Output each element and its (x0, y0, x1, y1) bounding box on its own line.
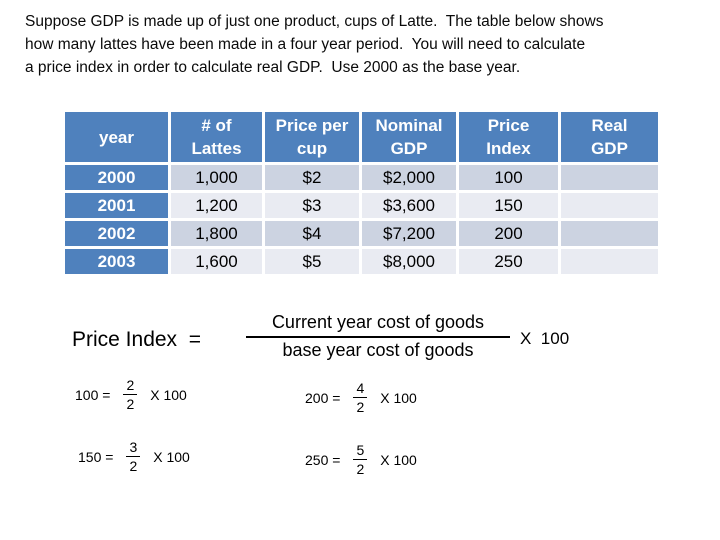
lattes-cell: 1,800 (171, 221, 262, 246)
lattes-cell: 1,200 (171, 193, 262, 218)
nominal-gdp-cell: $7,200 (362, 221, 456, 246)
col-header-price-per-cup: Price per cup (265, 112, 359, 162)
equation-times-100: X 100 (153, 448, 190, 465)
real-gdp-cell (561, 221, 658, 246)
equation-denominator: 2 (356, 399, 365, 415)
col-header-lattes: # of Lattes (171, 112, 262, 162)
equation-result: 200 = (305, 389, 341, 406)
equation-fraction: 3 2 (126, 440, 141, 474)
equation-numerator: 3 (126, 440, 141, 457)
lattes-cell: 1,000 (171, 165, 262, 190)
nominal-gdp-cell: $3,600 (362, 193, 456, 218)
year-cell: 2002 (65, 221, 168, 246)
price-cell: $5 (265, 249, 359, 274)
price-index-cell: 250 (459, 249, 558, 274)
year-cell: 2000 (65, 165, 168, 190)
equation-fraction: 2 2 (123, 378, 138, 412)
price-index-cell: 200 (459, 221, 558, 246)
real-gdp-cell (561, 249, 658, 274)
col-header-year: year (65, 112, 168, 162)
year-cell: 2003 (65, 249, 168, 274)
equation-result: 100 = (75, 386, 111, 403)
col-header-real-gdp: Real GDP (561, 112, 658, 162)
equation-price-index-150: 150 = 3 2 X 100 (78, 440, 190, 473)
gdp-table: year # of Lattes Price per cup Nominal G… (62, 109, 661, 277)
nominal-gdp-cell: $2,000 (362, 165, 456, 190)
equation-fraction: 5 2 (353, 443, 368, 477)
formula-denominator: base year cost of goods (282, 340, 474, 360)
equation-denominator: 2 (356, 461, 365, 477)
table-row-2003: 2003 1,600 $5 $8,000 250 (65, 249, 658, 274)
equation-result: 150 = (78, 448, 114, 465)
formula-lhs: Price Index = (72, 328, 201, 351)
equation-fraction: 4 2 (353, 381, 368, 415)
equation-times-100: X 100 (380, 451, 417, 468)
intro-text: Suppose GDP is made up of just one produ… (25, 13, 604, 76)
lattes-cell: 1,600 (171, 249, 262, 274)
table-header-row: year # of Lattes Price per cup Nominal G… (65, 112, 658, 162)
table-row-2000: 2000 1,000 $2 $2,000 100 (65, 165, 658, 190)
table-row-2002: 2002 1,800 $4 $7,200 200 (65, 221, 658, 246)
equation-times-100: X 100 (380, 389, 417, 406)
formula-numerator: Current year cost of goods (246, 310, 510, 338)
price-cell: $4 (265, 221, 359, 246)
equation-result: 250 = (305, 451, 341, 468)
price-index-cell: 150 (459, 193, 558, 218)
equation-numerator: 5 (353, 443, 368, 460)
real-gdp-cell (561, 193, 658, 218)
equation-denominator: 2 (129, 458, 138, 474)
nominal-gdp-cell: $8,000 (362, 249, 456, 274)
equation-price-index-250: 250 = 5 2 X 100 (305, 443, 417, 476)
table-row-2001: 2001 1,200 $3 $3,600 150 (65, 193, 658, 218)
equation-price-index-100: 100 = 2 2 X 100 (75, 378, 187, 411)
formula-fraction: Current year cost of goods base year cos… (246, 310, 510, 363)
real-gdp-cell (561, 165, 658, 190)
formula-times-100: X 100 (520, 329, 570, 348)
price-cell: $3 (265, 193, 359, 218)
year-cell: 2001 (65, 193, 168, 218)
col-header-nominal-gdp: Nominal GDP (362, 112, 456, 162)
col-header-price-index: Price Index (459, 112, 558, 162)
equation-numerator: 4 (353, 381, 368, 398)
price-index-cell: 100 (459, 165, 558, 190)
equation-denominator: 2 (126, 396, 135, 412)
price-cell: $2 (265, 165, 359, 190)
equation-numerator: 2 (123, 378, 138, 395)
equation-times-100: X 100 (150, 386, 187, 403)
equation-price-index-200: 200 = 4 2 X 100 (305, 381, 417, 414)
